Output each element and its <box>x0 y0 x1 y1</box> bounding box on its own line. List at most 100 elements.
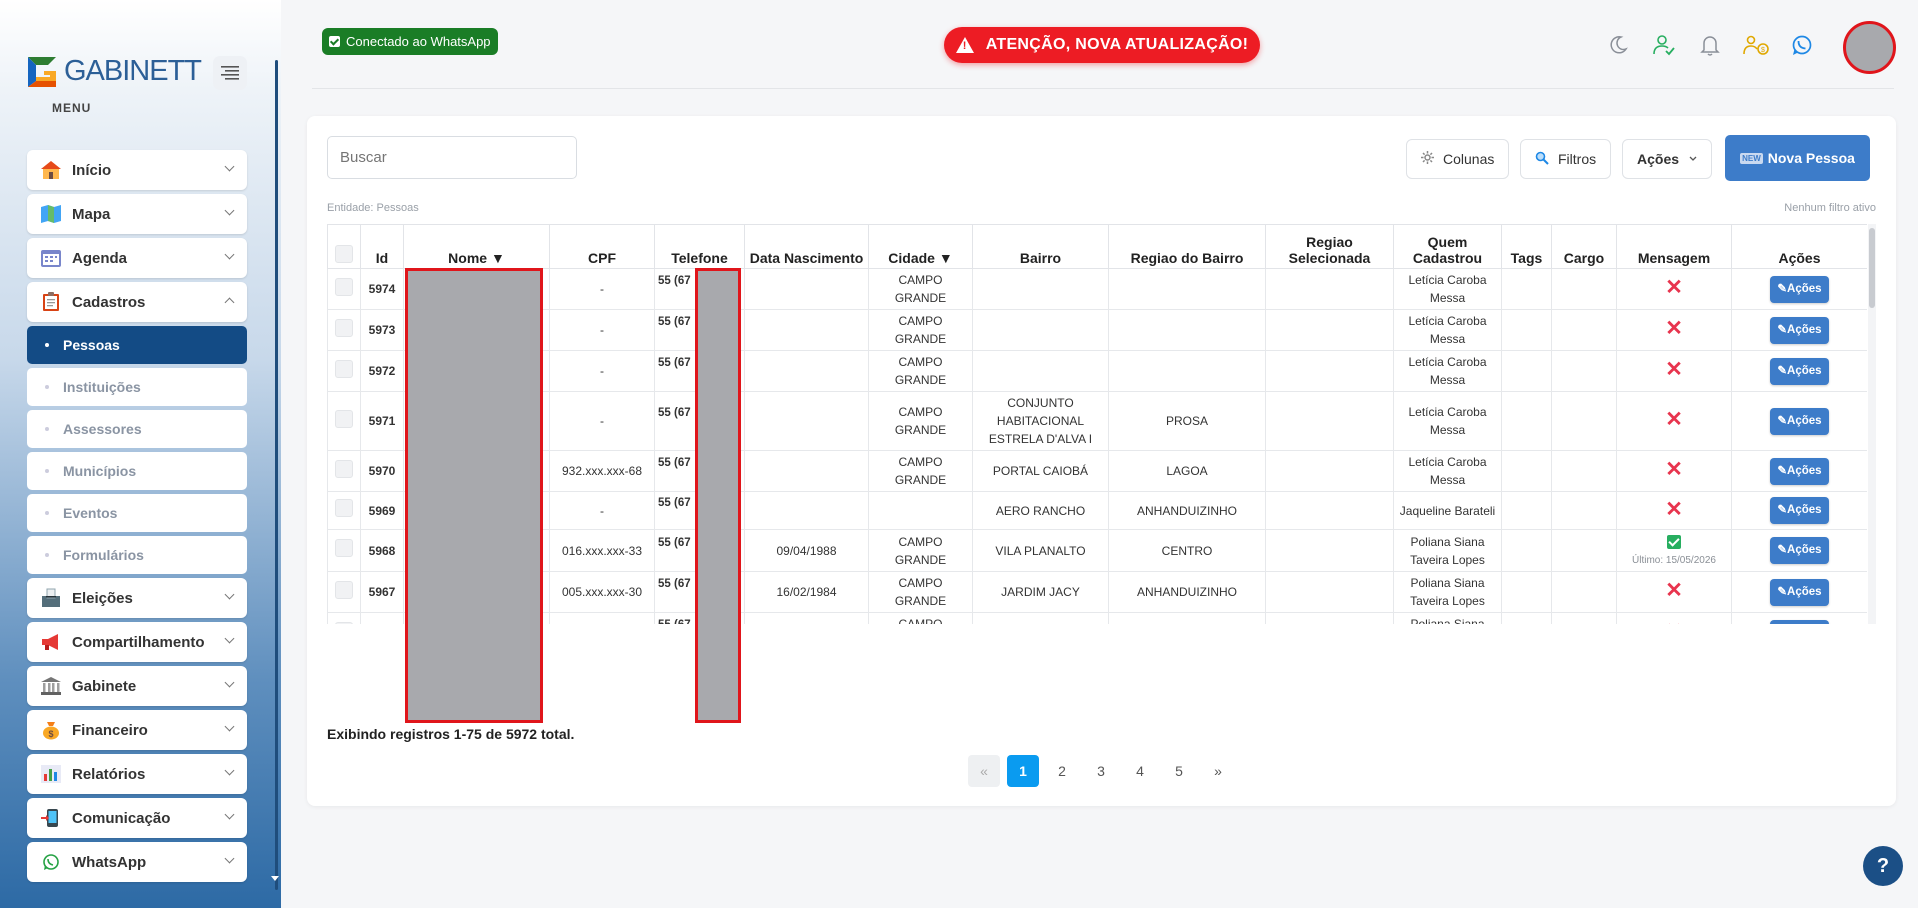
row-select-cell[interactable] <box>327 391 361 451</box>
page-button-4[interactable]: 4 <box>1136 763 1144 779</box>
help-button[interactable]: ? <box>1863 846 1903 886</box>
sidebar-subitem-municipios[interactable]: Municípios <box>27 452 247 490</box>
row-checkbox[interactable] <box>335 580 353 599</box>
row-checkbox[interactable] <box>335 459 353 478</box>
table-row[interactable]: 5966700.xxx.xxx-7255 (671404/11/1951CAMP… <box>327 612 1867 624</box>
sidebar-item-whatsapp[interactable]: WhatsApp <box>27 842 247 882</box>
column-header[interactable]: Id <box>360 224 404 269</box>
page-button-1[interactable]: 1 <box>1007 755 1039 787</box>
table-scrollbar[interactable] <box>1868 224 1876 624</box>
sidebar-subitem-formularios[interactable]: Formulários <box>27 536 247 574</box>
row-checkbox[interactable] <box>335 318 353 337</box>
sidebar-item-compartilhamento[interactable]: Compartilhamento <box>27 622 247 662</box>
column-header[interactable]: Ações <box>1731 224 1867 269</box>
row-select-cell[interactable] <box>327 268 361 310</box>
columns-button[interactable]: Colunas <box>1406 139 1510 179</box>
column-header[interactable]: Cidade ▼ <box>868 224 973 269</box>
actions-dropdown[interactable]: Ações <box>1622 139 1713 179</box>
column-header[interactable]: Nome ▼ <box>403 224 550 269</box>
logo[interactable]: GABINETT <box>26 51 202 91</box>
page-button-3[interactable]: 3 <box>1097 763 1105 779</box>
row-actions-button[interactable]: ✎Ações <box>1770 497 1829 524</box>
sidebar-item-gabinete[interactable]: Gabinete <box>27 666 247 706</box>
scrollbar-thumb[interactable] <box>1869 228 1875 308</box>
sidebar-item-inicio[interactable]: Início <box>27 150 247 190</box>
column-header[interactable]: Cargo <box>1551 224 1617 269</box>
user-avatar[interactable] <box>1843 21 1896 74</box>
sidebar-item-relatorios[interactable]: Relatórios <box>27 754 247 794</box>
update-alert-button[interactable]: ATENÇÃO, NOVA ATUALIZAÇÃO! <box>944 27 1260 63</box>
bell-icon[interactable] <box>1692 27 1728 63</box>
sidebar-item-agenda[interactable]: Agenda <box>27 238 247 278</box>
home-icon <box>39 159 63 181</box>
column-header[interactable]: Telefone <box>654 224 745 269</box>
column-header[interactable]: Mensagem <box>1616 224 1732 269</box>
select-all-checkbox[interactable] <box>335 245 353 263</box>
row-actions-button[interactable]: ✎Ações <box>1770 407 1829 435</box>
user-check-icon[interactable] <box>1646 27 1682 63</box>
row-actions-button[interactable]: ✎Ações <box>1770 457 1829 485</box>
column-header[interactable]: Regiao do Bairro <box>1108 224 1266 269</box>
row-checkbox[interactable] <box>335 539 353 557</box>
row-select-cell[interactable] <box>327 529 361 572</box>
column-header[interactable]: Data Nascimento <box>744 224 869 269</box>
sidebar-subitem-pessoas[interactable]: Pessoas <box>27 326 247 364</box>
row-select-cell[interactable] <box>327 450 361 492</box>
filters-button[interactable]: Filtros <box>1520 139 1612 179</box>
row-actions-label: Ações <box>1787 544 1822 556</box>
columns-label: Colunas <box>1443 151 1495 167</box>
menu-toggle-button[interactable] <box>213 56 247 90</box>
sidebar-item-eleicoes[interactable]: Eleições <box>27 578 247 618</box>
row-checkbox[interactable] <box>335 499 353 517</box>
row-actions-button[interactable]: ✎Ações <box>1770 578 1829 606</box>
whatsapp-icon[interactable] <box>1784 27 1820 63</box>
column-header[interactable]: Quem Cadastrou <box>1393 224 1502 269</box>
row-select-cell[interactable] <box>327 309 361 351</box>
scroll-down-arrow-icon[interactable] <box>271 876 279 881</box>
cell-id: 5971 <box>360 391 404 451</box>
select-all-header[interactable] <box>327 224 361 269</box>
row-actions-button[interactable]: ✎Ações <box>1770 537 1829 564</box>
row-actions-button[interactable]: ✎Ações <box>1770 316 1829 344</box>
column-header[interactable]: Bairro <box>972 224 1109 269</box>
row-select-cell[interactable] <box>327 350 361 392</box>
row-select-cell[interactable] <box>327 612 361 624</box>
row-checkbox[interactable] <box>335 621 353 624</box>
page-button-5[interactable]: 5 <box>1175 763 1183 779</box>
row-actions-button[interactable]: ✎Ações <box>1770 275 1829 303</box>
column-header[interactable]: Regiao Selecionada <box>1265 224 1394 269</box>
sidebar-item-mapa[interactable]: Mapa <box>27 194 247 234</box>
row-actions-button[interactable]: ✎Ações <box>1770 619 1829 624</box>
column-header[interactable]: Tags <box>1501 224 1552 269</box>
sidebar-subitem-instituicoes[interactable]: Instituições <box>27 368 247 406</box>
page-prev-button[interactable]: « <box>968 755 1000 787</box>
search-input[interactable] <box>327 136 577 179</box>
sidebar-item-cadastros[interactable]: Cadastros <box>27 282 247 322</box>
sidebar-subitem-assessores[interactable]: Assessores <box>27 410 247 448</box>
row-select-cell[interactable] <box>327 571 361 613</box>
cell-role <box>1551 529 1617 572</box>
moon-icon[interactable] <box>1600 27 1636 63</box>
sidebar-scrollbar[interactable] <box>275 60 278 890</box>
row-checkbox[interactable] <box>335 359 353 378</box>
sidebar-item-financeiro[interactable]: $ Financeiro <box>27 710 247 750</box>
row-actions-button[interactable]: ✎Ações <box>1770 357 1829 385</box>
users-coin-icon[interactable]: $ <box>1738 27 1774 63</box>
sidebar-item-comunicacao[interactable]: Comunicação <box>27 798 247 838</box>
sidebar-subitem-eventos[interactable]: Eventos <box>27 494 247 532</box>
new-person-button[interactable]: NEW Nova Pessoa <box>1725 135 1870 181</box>
table-row[interactable]: 5969-55 (6700AERO RANCHOANHANDUIZINHOJaq… <box>327 491 1867 530</box>
row-checkbox[interactable] <box>335 409 353 428</box>
page-next-button[interactable]: » <box>1214 763 1222 779</box>
page-button-2[interactable]: 2 <box>1058 763 1066 779</box>
row-checkbox[interactable] <box>335 277 353 296</box>
row-select-cell[interactable] <box>327 491 361 530</box>
column-header[interactable]: CPF <box>549 224 655 269</box>
